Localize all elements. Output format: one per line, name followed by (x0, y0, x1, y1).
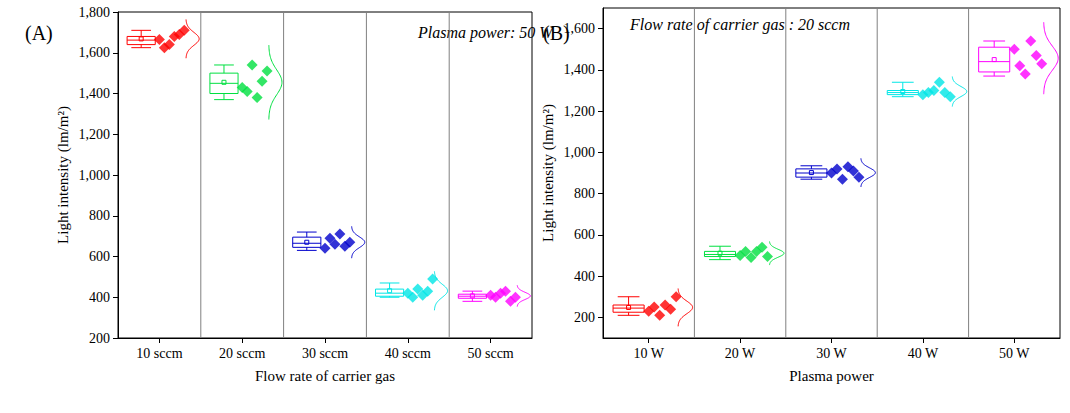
svg-text:1,200: 1,200 (564, 104, 596, 119)
svg-text:600: 600 (89, 249, 110, 264)
svg-text:Light intensity (lm/m²): Light intensity (lm/m²) (540, 104, 557, 242)
svg-text:Plasma power: 50 W: Plasma power: 50 W (417, 24, 554, 42)
svg-text:40 W: 40 W (908, 346, 939, 361)
svg-text:800: 800 (89, 208, 110, 223)
svg-text:1,400: 1,400 (564, 62, 596, 77)
svg-text:20 sccm: 20 sccm (219, 346, 265, 361)
svg-text:(A): (A) (25, 22, 53, 45)
svg-text:Plasma power: Plasma power (789, 368, 874, 384)
svg-text:Flow rate of carrier gas: Flow rate of carrier gas (255, 368, 395, 384)
svg-text:30 sccm: 30 sccm (302, 346, 348, 361)
svg-text:40 sccm: 40 sccm (385, 346, 431, 361)
svg-text:800: 800 (574, 186, 595, 201)
svg-text:30 W: 30 W (816, 346, 847, 361)
svg-text:50 W: 50 W (999, 346, 1030, 361)
svg-text:400: 400 (574, 269, 595, 284)
svg-text:Light intensity (lm/m²): Light intensity (lm/m²) (55, 106, 72, 244)
svg-text:600: 600 (574, 227, 595, 242)
svg-text:200: 200 (574, 310, 595, 325)
svg-text:1,400: 1,400 (79, 86, 111, 101)
svg-text:1,000: 1,000 (564, 145, 596, 160)
svg-text:20 W: 20 W (725, 346, 756, 361)
svg-text:200: 200 (89, 331, 110, 346)
svg-text:1,200: 1,200 (79, 127, 111, 142)
svg-text:1,800: 1,800 (79, 5, 111, 20)
svg-text:400: 400 (89, 290, 110, 305)
svg-text:(B): (B) (543, 22, 570, 45)
svg-text:Flow rate of carrier gas : 20: Flow rate of carrier gas : 20 sccm (629, 16, 850, 34)
svg-text:10 sccm: 10 sccm (136, 346, 182, 361)
svg-text:50 sccm: 50 sccm (467, 346, 513, 361)
svg-text:10 W: 10 W (633, 346, 664, 361)
svg-text:1,600: 1,600 (79, 45, 111, 60)
svg-text:1,000: 1,000 (79, 168, 111, 183)
svg-text:1,600: 1,600 (563, 21, 595, 37)
